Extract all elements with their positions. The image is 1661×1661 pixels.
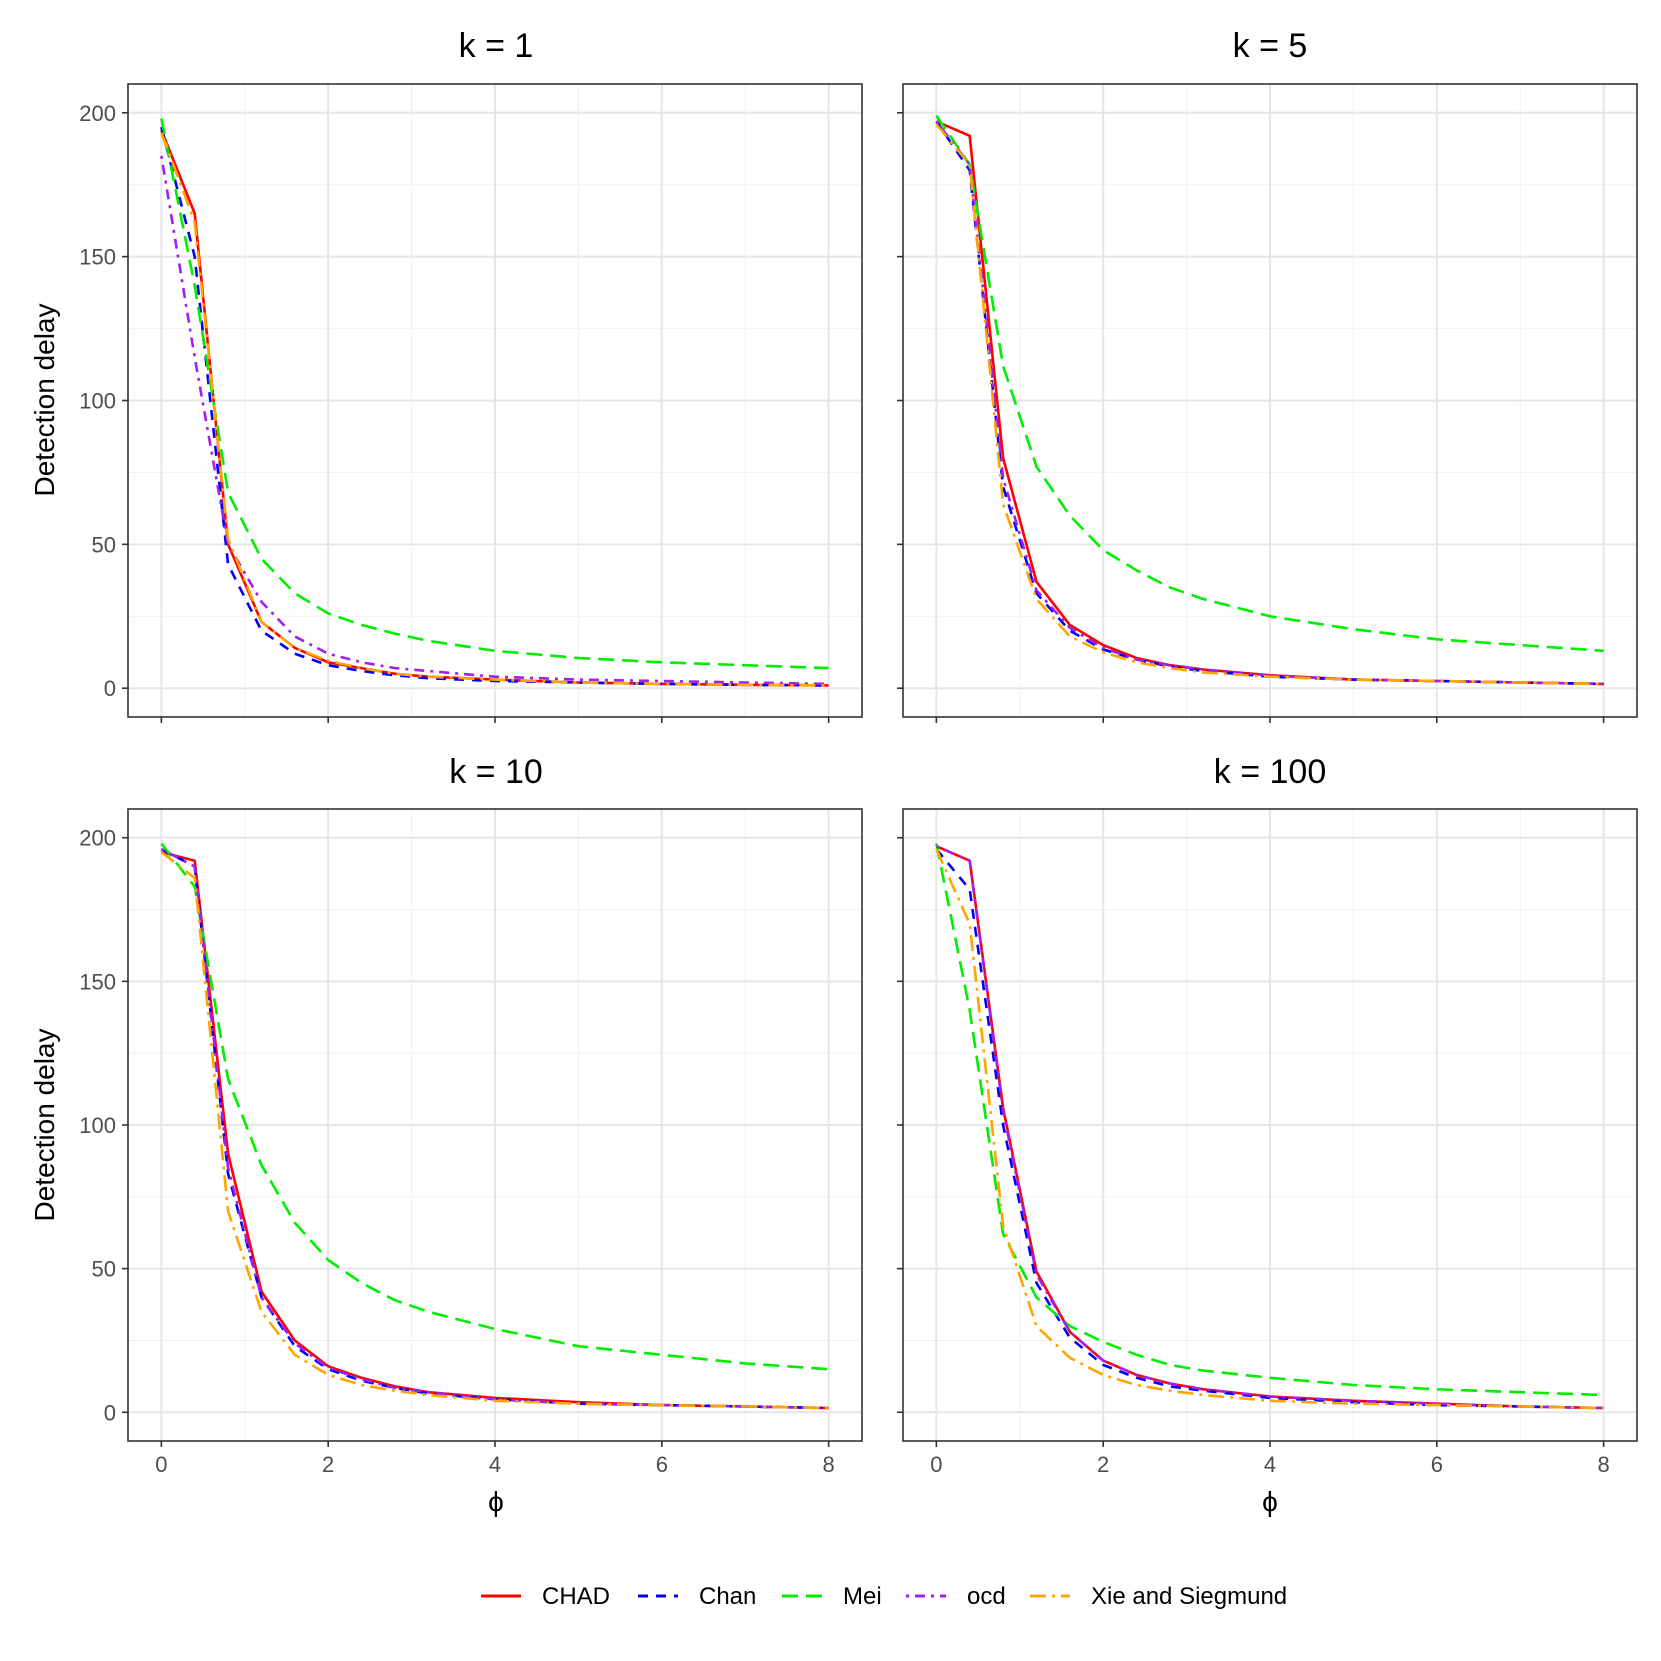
x-tick-label: 0 bbox=[930, 1452, 942, 1477]
series-line-chan bbox=[160, 126, 829, 687]
x-tick-label: 6 bbox=[1431, 1452, 1443, 1477]
plot-panel-3: 0 2 4 6 8 bbox=[897, 808, 1638, 1477]
x-tick-label: 6 bbox=[656, 1452, 668, 1477]
panel-k1: k = 1 bbox=[459, 27, 534, 65]
series-line-xie-and-siegmund bbox=[935, 123, 1604, 686]
series-line-xie-and-siegmund bbox=[160, 851, 829, 1410]
x-tick-label: 4 bbox=[489, 1452, 501, 1477]
y-tick-label: 50 bbox=[92, 1257, 116, 1282]
y-tick-label: 150 bbox=[79, 245, 116, 270]
panel-title: k = 5 bbox=[1233, 27, 1308, 65]
panel-k10: k = 10 bbox=[449, 753, 543, 791]
panel-k5: k = 5 bbox=[1233, 27, 1308, 65]
y-tick-label: 0 bbox=[104, 1400, 116, 1425]
plot-panel-1 bbox=[897, 83, 1638, 723]
y-tick-label: 150 bbox=[79, 969, 116, 994]
panel-title: k = 10 bbox=[449, 753, 543, 791]
legend-label-chan: Chan bbox=[699, 1583, 756, 1610]
series-line-xie-and-siegmund bbox=[160, 132, 829, 687]
series-line-mei bbox=[160, 118, 829, 670]
series-line-xie-and-siegmund bbox=[935, 848, 1604, 1410]
y-tick-label: 100 bbox=[79, 1113, 116, 1138]
plot-panel-0: 0 50 100 150 200 bbox=[79, 83, 863, 723]
series-line-chan bbox=[935, 120, 1604, 686]
y-tick-label: 50 bbox=[92, 532, 116, 557]
legend-label-ocd: ocd bbox=[967, 1583, 1006, 1610]
series-line-ocd bbox=[935, 120, 1604, 686]
y-tick-label: 0 bbox=[104, 676, 116, 701]
y-axis-title: Detection delay bbox=[29, 1028, 60, 1221]
y-tick-label: 200 bbox=[79, 101, 116, 126]
x-tick-label: 4 bbox=[1264, 1452, 1276, 1477]
x-tick-label: 8 bbox=[1598, 1452, 1610, 1477]
y-tick-label: 100 bbox=[79, 389, 116, 414]
x-axis-title: ϕ bbox=[1262, 1486, 1278, 1517]
x-axis-title: ϕ bbox=[488, 1486, 504, 1517]
series-line-chad bbox=[161, 850, 829, 1410]
series-line-ocd bbox=[160, 155, 829, 686]
x-tick-label: 2 bbox=[322, 1452, 334, 1477]
panel-title: k = 1 bbox=[459, 27, 534, 65]
panel-title: k = 100 bbox=[1214, 753, 1326, 791]
series-line-mei bbox=[160, 842, 829, 1371]
panel-k100: k = 100 bbox=[1214, 753, 1326, 791]
legend-label-xie-and-siegmund: Xie and Siegmund bbox=[1091, 1583, 1287, 1610]
legend-label-chad: CHAD bbox=[542, 1583, 610, 1610]
y-tick-label: 200 bbox=[79, 826, 116, 851]
series-line-ocd bbox=[160, 848, 829, 1410]
y-axis-title: Detection delay bbox=[29, 303, 60, 496]
plot-panel-2: 0 2 4 6 8 0 50 100 150 200 bbox=[79, 808, 863, 1477]
series-line-mei bbox=[935, 114, 1604, 653]
legend-label-mei: Mei bbox=[843, 1583, 882, 1610]
x-tick-label: 8 bbox=[823, 1452, 835, 1477]
plot-panels: 0 50 100 150 200 0 2 4 6 8 0 50 100 150 200 0 2 4 6 8 bbox=[79, 83, 1638, 1477]
x-tick-label: 2 bbox=[1097, 1452, 1109, 1477]
series-line-chan bbox=[935, 848, 1604, 1410]
series-line-ocd bbox=[935, 845, 1604, 1410]
legend: CHAD Chan Mei ocd Xie and Siegmund bbox=[481, 1583, 1287, 1610]
x-tick-label: 0 bbox=[155, 1452, 167, 1477]
